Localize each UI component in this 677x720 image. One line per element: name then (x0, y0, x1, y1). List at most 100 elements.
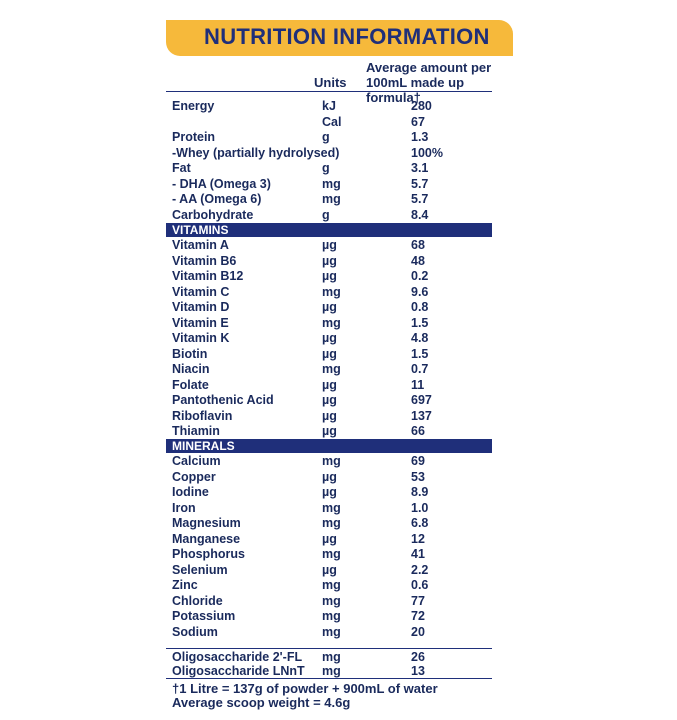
nutrient-unit: µg (322, 269, 337, 283)
nutrient-value: 41 (411, 547, 425, 561)
nutrient-value: 53 (411, 469, 425, 484)
nutrient-name: Iron (172, 500, 196, 515)
nutrient-unit: mg (322, 454, 341, 468)
nutrient-name: Biotin (172, 346, 208, 361)
nutrient-name: Vitamin B12 (172, 269, 244, 283)
nutrient-value: 68 (411, 238, 425, 252)
nutrient-name: Folate (172, 377, 209, 392)
footnote-scoop: Average scoop weight = 4.6g (172, 695, 351, 710)
nutrient-unit: mg (322, 362, 341, 376)
nutrient-unit: Cal (322, 114, 342, 129)
nutrient-name: Niacin (172, 362, 210, 376)
table-row: Manganese µg 12 (166, 532, 492, 547)
nutrient-unit: mg (322, 624, 341, 639)
nutrient-name: Vitamin D (172, 300, 230, 314)
nutrient-name: Magnesium (172, 516, 241, 530)
nutrient-name: Pantothenic Acid (172, 393, 274, 407)
table-row: Biotin µg 1.5 (166, 347, 492, 362)
nutrient-name: Thiamin (172, 424, 220, 438)
nutrient-unit: µg (322, 469, 337, 484)
nutrient-value: 0.8 (411, 300, 429, 314)
nutrient-value: 67 (411, 114, 425, 129)
nutrient-name: Calcium (172, 454, 221, 468)
nutrient-unit: mg (322, 664, 341, 678)
nutrient-value: 6.8 (411, 516, 429, 530)
nutrient-unit: µg (322, 393, 337, 407)
nutrient-unit: µg (322, 300, 337, 314)
footnote-divider (166, 678, 492, 679)
nutrient-value: 280 (411, 99, 432, 113)
table-row: Potassium mg 72 (166, 609, 492, 624)
nutrient-name: Vitamin C (172, 284, 230, 299)
nutrient-value: 1.3 (411, 130, 429, 144)
nutrient-value: 20 (411, 624, 425, 639)
table-row: Fat g 3.1 (166, 161, 492, 176)
table-row: Vitamin K µg 4.8 (166, 331, 492, 346)
nutrient-unit: mg (322, 593, 341, 608)
nutrient-unit: mg (322, 516, 341, 530)
nutrient-unit: mg (322, 609, 341, 623)
nutrient-unit: g (322, 161, 330, 175)
header-divider (166, 91, 492, 92)
nutrient-value: 0.2 (411, 269, 429, 283)
table-row: Cal 67 (166, 115, 492, 130)
minerals-label: MINERALS (172, 439, 235, 453)
table-row: Riboflavin µg 137 (166, 409, 492, 424)
nutrient-unit: µg (322, 424, 337, 438)
nutrient-name: Vitamin E (172, 315, 229, 330)
average-header-line-1: Average amount per (366, 60, 492, 75)
nutrient-value: 1.5 (411, 315, 429, 330)
table-row: Zinc mg 0.6 (166, 578, 492, 593)
nutrient-unit: g (322, 207, 330, 222)
table-row: Vitamin B12 µg 0.2 (166, 269, 492, 284)
nutrient-unit: mg (322, 500, 341, 515)
table-row: Iron mg 1.0 (166, 501, 492, 516)
nutrient-unit: µg (322, 346, 337, 361)
title-banner: NUTRITION INFORMATION (166, 20, 513, 56)
nutrient-unit: mg (322, 650, 341, 664)
nutrient-name: Fat (172, 161, 191, 175)
nutrient-name: Oligosaccharide LNnT (172, 664, 305, 678)
nutrient-unit: g (322, 130, 330, 144)
nutrient-value: 0.6 (411, 578, 429, 592)
nutrient-name: Carbohydrate (172, 207, 254, 222)
table-row: Oligosaccharide 2'-FL mg 26 (166, 650, 492, 665)
table-row: Calcium mg 69 (166, 454, 492, 469)
oligos-divider (166, 648, 492, 649)
minerals-section-header: MINERALS (166, 439, 492, 453)
table-row: Vitamin C mg 9.6 (166, 285, 492, 300)
nutrient-unit: mg (322, 284, 341, 299)
table-row: Niacin mg 0.7 (166, 362, 492, 377)
vitamins-section-header: VITAMINS (166, 223, 492, 237)
table-row: Sodium mg 20 (166, 625, 492, 640)
nutrient-value: 48 (411, 253, 425, 268)
nutrient-value: 11 (411, 377, 425, 392)
nutrient-unit: µg (322, 331, 337, 345)
nutrient-name: Manganese (172, 531, 241, 546)
nutrient-value: 4.8 (411, 331, 429, 345)
nutrient-value: 5.7 (411, 176, 429, 191)
nutrient-name: - AA (Omega 6) (172, 192, 262, 206)
table-row: Carbohydrate g 8.4 (166, 208, 492, 223)
nutrient-name: Vitamin K (172, 331, 230, 345)
average-column-header: Average amount per 100mL made up formula… (366, 60, 492, 105)
units-column-header: Units (314, 75, 347, 90)
nutrient-unit: µg (322, 377, 337, 392)
nutrient-unit: mg (322, 578, 341, 592)
nutrient-name: - DHA (Omega 3) (172, 176, 271, 191)
table-row: - DHA (Omega 3) mg 5.7 (166, 177, 492, 192)
nutrient-value: 9.6 (411, 284, 429, 299)
nutrient-value: 8.4 (411, 207, 429, 222)
nutrient-unit: µg (322, 531, 337, 546)
nutrient-name: Copper (172, 469, 216, 484)
nutrient-unit: µg (322, 253, 337, 268)
table-row: Folate µg 11 (166, 378, 492, 393)
nutrient-value: 66 (411, 424, 425, 438)
nutrient-value: 8.9 (411, 485, 429, 499)
nutrient-name: Phosphorus (172, 547, 245, 561)
nutrient-value: 5.7 (411, 192, 429, 206)
nutrient-name: -Whey (partially hydrolysed) (172, 145, 340, 160)
nutrient-name: Sodium (172, 624, 218, 639)
table-row: Vitamin A µg 68 (166, 238, 492, 253)
vitamins-label: VITAMINS (172, 223, 229, 237)
